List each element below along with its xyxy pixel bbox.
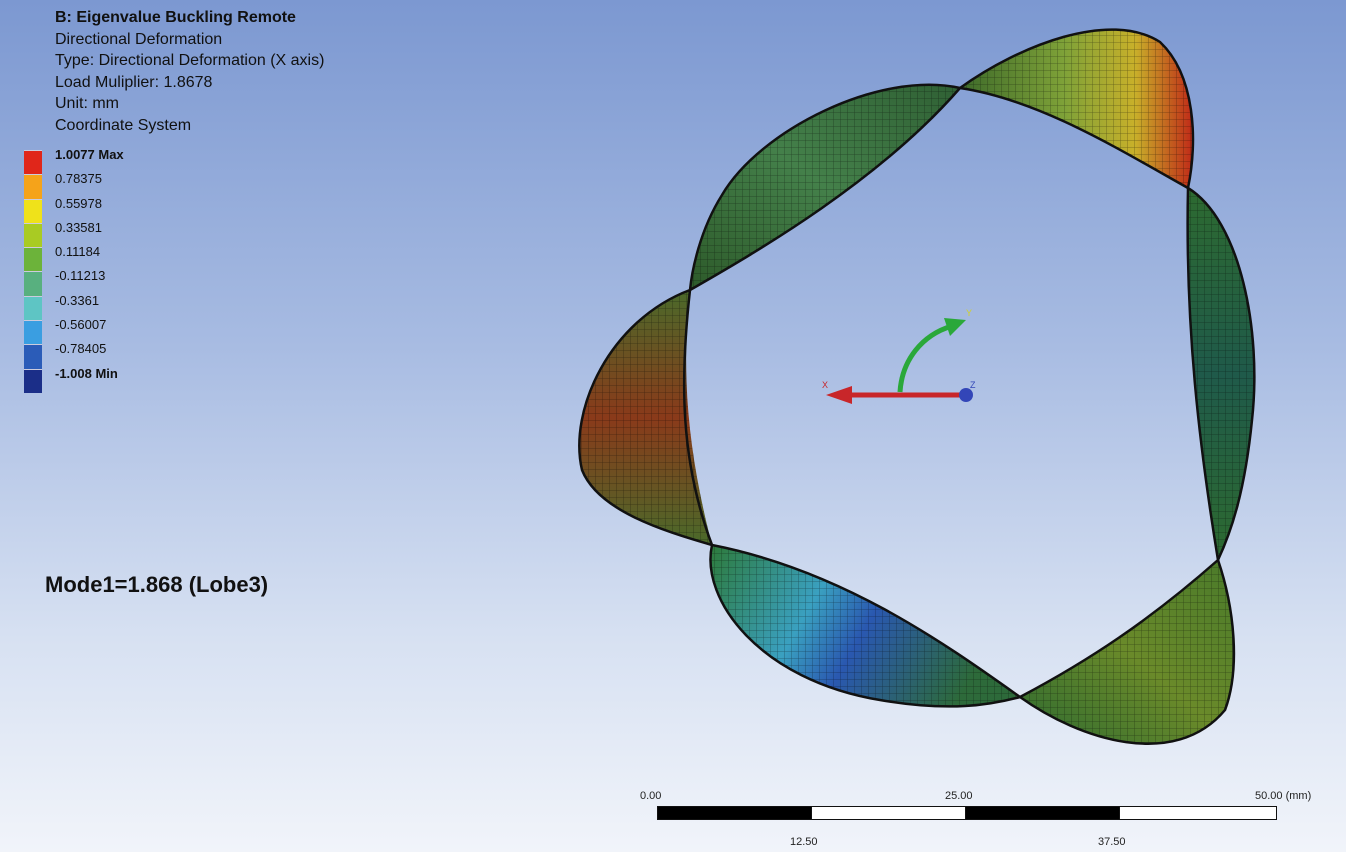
scale-bar: 0.00 25.00 50.00 (mm) 12.50 37.50	[640, 788, 1340, 852]
load-multiplier: Load Muliplier: 1.8678	[55, 73, 213, 91]
legend-label: -0.3361	[55, 292, 100, 308]
triad-x-label: X	[822, 380, 828, 390]
legend-label: 0.55978	[55, 195, 102, 211]
legend-swatch	[24, 320, 42, 345]
coordinate-system: Coordinate System	[55, 116, 192, 134]
legend-label: 1.0077 Max	[55, 147, 124, 162]
coordinate-triad[interactable]: X Y Z	[822, 308, 976, 404]
scale-tick-50: 50.00 (mm)	[1255, 790, 1312, 802]
scale-segment-4	[1119, 806, 1277, 820]
result-type: Type: Directional Deformation (X axis)	[55, 52, 325, 69]
scale-segment-1	[657, 806, 812, 820]
legend-swatch	[24, 295, 42, 321]
scale-tick-25: 25.00	[945, 790, 973, 802]
legend-label: -1.008 Min	[55, 365, 118, 381]
result-info-panel: B: Eigenvalue Buckling Remote Directiona…	[55, 7, 324, 136]
result-unit: Unit: mm	[55, 95, 119, 112]
analysis-title: B: Eigenvalue Buckling Remote	[55, 9, 296, 26]
legend-swatch	[24, 344, 42, 369]
legend-swatch	[24, 222, 42, 248]
legend-swatch	[24, 271, 42, 296]
legend-swatch	[24, 174, 42, 199]
scale-segment-3	[965, 806, 1120, 820]
legend-label: 0.78375	[55, 171, 102, 187]
scale-tick-37-5: 37.50	[1098, 836, 1126, 848]
scale-tick-12-5: 12.50	[790, 836, 818, 848]
triad-z-label: Z	[970, 380, 976, 390]
legend-label: -0.56007	[55, 317, 107, 333]
legend-label: 0.11184	[55, 244, 101, 260]
legend-label: 0.33581	[55, 219, 102, 235]
scale-segment-2	[811, 806, 966, 820]
legend-swatch	[24, 198, 42, 223]
scale-tick-0: 0.00	[640, 790, 662, 802]
legend-swatch	[24, 247, 42, 272]
legend-label: -0.78405	[55, 341, 107, 357]
legend-swatch	[24, 150, 42, 175]
mode-annotation: Mode1=1.868 (Lobe3)	[45, 572, 269, 597]
result-name: Directional Deformation	[55, 30, 223, 48]
deformed-shell	[578, 28, 1256, 745]
legend-label: -0.11213	[55, 268, 106, 284]
legend-swatch	[24, 368, 42, 393]
triad-y-label: Y	[966, 308, 972, 318]
